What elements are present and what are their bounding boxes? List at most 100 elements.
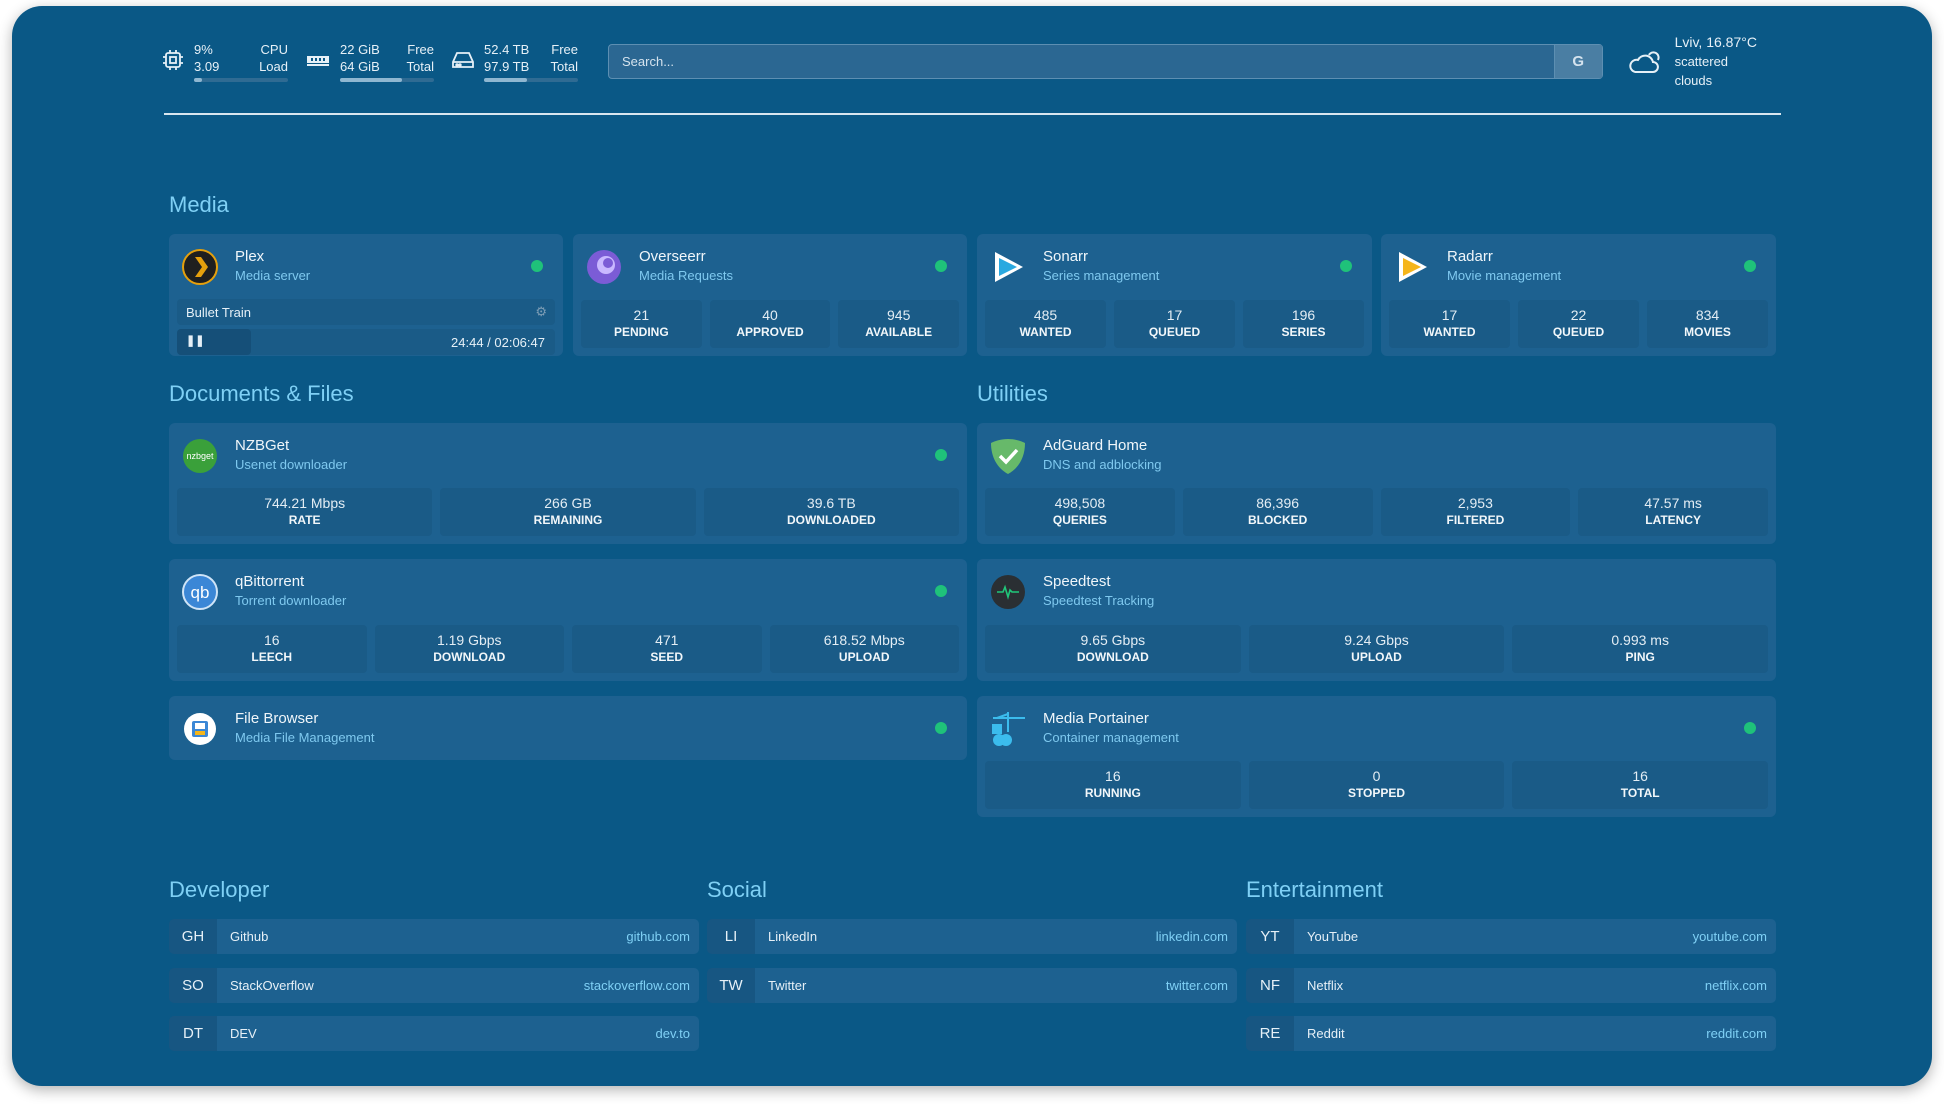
weather-widget[interactable]: Lviv, 16.87°C scattered clouds	[1627, 33, 1769, 90]
service-card-plex[interactable]: Plex Media server Bullet Train ⚙ ❚❚ 24:4…	[169, 234, 563, 356]
bookmark-url: stackoverflow.com	[583, 977, 690, 993]
service-subtitle: Media File Management	[235, 730, 375, 745]
service-subtitle: Speedtest Tracking	[1043, 593, 1155, 608]
status-indicator	[935, 260, 947, 272]
service-card-overseerr[interactable]: Overseerr Media Requests 21 PENDING 40 APP…	[573, 234, 967, 356]
stats-row: 16 LEECH 1.19 Gbps DOWNLOAD 471 SEED 618.52…	[177, 625, 959, 673]
bookmark-dev[interactable]: DT DEV dev.to	[169, 1016, 699, 1051]
service-title: Media Portainer	[1043, 710, 1149, 727]
playback-progress[interactable]	[177, 329, 251, 355]
stats-row: 17 WANTED 22 QUEUED 834 MOVIES	[1389, 300, 1768, 348]
bookmark-name: Github	[230, 929, 269, 944]
nzbget-icon: nzbget	[183, 439, 217, 473]
stat-rate: 744.21 Mbps RATE	[177, 488, 433, 536]
stat-upload: 9.24 Gbps UPLOAD	[1248, 625, 1505, 673]
service-card-portainer[interactable]: Media Portainer Container management 16 R…	[977, 696, 1776, 817]
free-label: Free	[407, 41, 434, 57]
section-title-developer: Developer	[169, 877, 270, 902]
service-subtitle: DNS and adblocking	[1043, 457, 1162, 472]
status-indicator	[1340, 260, 1352, 272]
memory-free: 22 GiB	[340, 41, 380, 57]
disk-free: 52.4 TB	[484, 41, 530, 57]
bookmark-netflix[interactable]: NF Netflix netflix.com	[1246, 967, 1776, 1003]
stat-wanted: 17 WANTED	[1389, 300, 1510, 348]
stat-blocked: 86,396 BLOCKED	[1182, 488, 1373, 536]
section-title-entertainment: Entertainment	[1246, 877, 1383, 902]
portainer-icon	[992, 712, 1025, 746]
load-label: Load	[259, 58, 288, 74]
service-subtitle: Media Requests	[639, 268, 733, 283]
stat-running: 16 RUNNING	[985, 761, 1241, 809]
bookmark-twitter[interactable]: TW Twitter twitter.com	[707, 967, 1237, 1003]
stat-wanted: 485 WANTED	[985, 300, 1106, 348]
weather-location: Lviv, 16.87°C	[1674, 33, 1757, 50]
service-subtitle: Media server	[235, 268, 311, 283]
bookmark-reddit[interactable]: RE Reddit reddit.com	[1246, 1016, 1776, 1051]
stat-seed: 471 SEED	[572, 625, 762, 673]
status-indicator	[1744, 260, 1756, 272]
service-card-qbittorrent[interactable]: qb qBittorrent Torrent downloader 16 LEEC…	[169, 559, 967, 681]
service-title: AdGuard Home	[1043, 437, 1148, 454]
stat-stopped: 0 STOPPED	[1248, 761, 1505, 809]
stat-ping: 0.993 ms PING	[1512, 625, 1769, 673]
status-indicator	[1744, 722, 1756, 734]
service-subtitle: Container management	[1043, 730, 1179, 745]
memory-icon	[307, 55, 329, 66]
qbittorrent-icon: qb	[182, 574, 218, 610]
header-divider	[164, 113, 1781, 115]
stat-download: 9.65 Gbps DOWNLOAD	[985, 625, 1241, 673]
memory-total: 64 GiB	[340, 58, 380, 74]
search-placeholder: Search...	[622, 53, 675, 69]
service-title: Plex	[235, 248, 265, 265]
service-subtitle: Movie management	[1447, 268, 1562, 283]
sonarr-icon	[995, 252, 1023, 282]
cpu-percent: 9%	[194, 41, 213, 57]
bookmark-abbr: LI	[707, 919, 755, 954]
status-indicator	[531, 260, 543, 272]
bookmark-abbr: DT	[169, 1016, 217, 1051]
header: 9% CPU 3.09 Load 22 GiB Free 64 GiB Total 52…	[162, 34, 1769, 88]
service-card-nzbget[interactable]: nzbget NZBGet Usenet downloader 744.21 M…	[169, 423, 967, 544]
stat-movies: 834 MOVIES	[1647, 300, 1768, 348]
settings-icon[interactable]: ⚙	[535, 304, 547, 319]
svg-text:qb: qb	[191, 583, 210, 602]
bookmark-linkedin[interactable]: LI LinkedIn linkedin.com	[707, 919, 1237, 954]
bookmark-name: LinkedIn	[768, 929, 818, 944]
disk-icon	[452, 51, 474, 68]
memory-widget: 22 GiB Free 64 GiB Total	[306, 41, 434, 82]
bookmark-youtube[interactable]: YT YouTube youtube.com	[1246, 919, 1776, 954]
status-indicator	[935, 449, 947, 461]
disk-bar	[484, 77, 578, 82]
service-title: Sonarr	[1043, 248, 1089, 265]
bookmark-github[interactable]: GH Github github.com	[169, 919, 699, 954]
stat-upload: 618.52 Mbps UPLOAD	[769, 625, 959, 673]
disk-widget: 52.4 TB Free 97.9 TB Total	[452, 41, 578, 82]
service-card-sonarr[interactable]: Sonarr Series management 485 WANTED 17 QUE…	[977, 234, 1372, 356]
dashboard-window	[12, 6, 1932, 1086]
section-title-social: Social	[707, 877, 767, 902]
search-engine-button[interactable]: G	[1553, 44, 1602, 78]
service-card-speedtest[interactable]: Speedtest Speedtest Tracking 9.65 Gbps DO…	[977, 559, 1776, 681]
service-card-file-browser[interactable]: File Browser Media File Management	[169, 696, 967, 760]
cpu-label: CPU	[260, 41, 288, 57]
search-input[interactable]: Search... G	[608, 43, 1603, 79]
stats-row: 498,508 QUERIES 86,396 BLOCKED 2,953 FILTER…	[985, 488, 1768, 536]
bookmark-url: dev.to	[655, 1026, 690, 1041]
bookmark-url: youtube.com	[1692, 929, 1767, 944]
stats-row: 485 WANTED 17 QUEUED 196 SERIES	[985, 300, 1364, 348]
plex-icon	[182, 249, 218, 285]
service-card-adguard[interactable]: AdGuard Home DNS and adblocking 498,508 Q…	[977, 423, 1776, 544]
now-playing-row: Bullet Train ⚙	[177, 299, 555, 325]
section-title-media: Media	[169, 192, 229, 217]
bookmark-name: Netflix	[1307, 977, 1344, 993]
bookmark-abbr: NF	[1246, 967, 1294, 1003]
disk-total: 97.9 TB	[484, 58, 530, 74]
bookmark-stackoverflow[interactable]: SO StackOverflow stackoverflow.com	[169, 967, 699, 1003]
bookmark-url: github.com	[626, 929, 690, 944]
pause-icon[interactable]: ❚❚	[186, 335, 205, 347]
section-title-documents: Documents & Files	[169, 381, 354, 406]
stat-approved: 40 APPROVED	[709, 300, 831, 348]
total-label: Total	[550, 58, 578, 74]
bookmark-name: Twitter	[768, 977, 807, 993]
service-card-radarr[interactable]: Radarr Movie management 17 WANTED 22 QUEUE…	[1381, 234, 1776, 356]
